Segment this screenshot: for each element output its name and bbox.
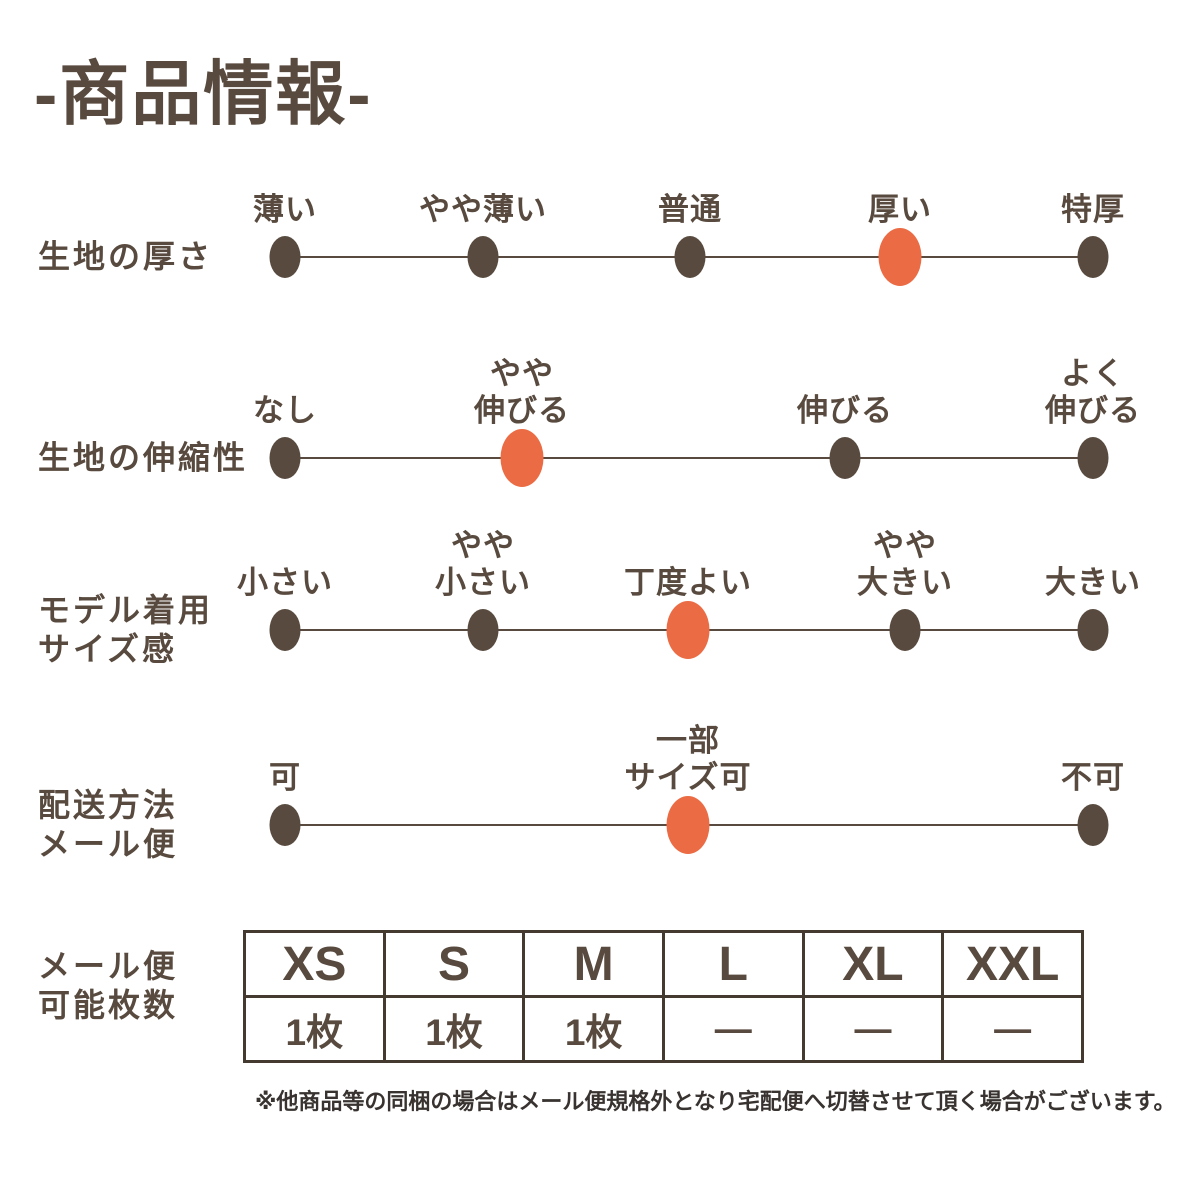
fabric-thickness-option-label-line: 薄い — [253, 192, 317, 227]
fabric-thickness-option-label-line: やや薄い — [419, 192, 547, 227]
fabric-stretch-dot-0 — [269, 437, 301, 479]
fabric-stretch-option-label-line: 伸びる — [1045, 393, 1141, 428]
delivery-mail-row-label: 配送方法 メール便 — [38, 786, 178, 864]
fabric-stretch-row-label-line: 生地の伸縮性 — [38, 439, 249, 476]
size-table-value-row: 1枚 1枚 1枚 — — — — [243, 995, 1084, 1063]
delivery-mail-option-label-1: 一部 サイズ可 — [624, 722, 751, 796]
fabric-thickness-row-label-line: 生地の厚さ — [38, 238, 214, 275]
delivery-mail-option-label-2: 不可 — [1061, 759, 1125, 796]
model-size-feel-option-label-0: 小さい — [237, 564, 333, 601]
fabric-thickness-option-label-line: 普通 — [658, 192, 722, 227]
fabric-thickness-dot-2 — [674, 236, 706, 278]
fabric-stretch-option-label-line: 伸びる — [474, 393, 570, 428]
model-size-feel-row-label: モデル着用 サイズ感 — [38, 591, 213, 669]
fabric-stretch-dot-2 — [829, 437, 861, 479]
delivery-mail-row-label-line: メール便 — [38, 826, 179, 862]
size-header-S: S — [382, 930, 526, 998]
model-size-feel-option-label-line: 丁度よい — [624, 565, 752, 600]
fabric-thickness-dot-3-selected — [878, 228, 922, 286]
model-size-feel-option-label-3: やや 大きい — [857, 527, 953, 601]
fabric-stretch-option-label-line: やや — [490, 356, 554, 391]
size-header-L: L — [661, 930, 805, 998]
fabric-thickness-option-label-1: やや薄い — [419, 191, 547, 228]
size-value-M: 1枚 — [522, 995, 665, 1063]
fabric-stretch-option-label-2: 伸びる — [797, 392, 893, 429]
model-size-feel-option-label-line: やや — [451, 528, 515, 563]
fabric-stretch-option-label-1: やや 伸びる — [474, 355, 570, 429]
size-value-L: — — [661, 995, 805, 1063]
model-size-feel-option-label-1: やや 小さい — [435, 527, 531, 601]
fabric-stretch-option-label-0: なし — [253, 392, 317, 429]
size-table-header-row: XS S M L XL XXL — [243, 930, 1084, 998]
fabric-thickness-row-label: 生地の厚さ — [38, 238, 213, 277]
size-header-M: M — [522, 930, 665, 998]
delivery-mail-option-label-line: サイズ可 — [624, 760, 752, 795]
fabric-thickness-option-label-4: 特厚 — [1061, 191, 1125, 228]
fabric-stretch-option-label-3: よく 伸びる — [1045, 355, 1141, 429]
model-size-feel-dot-2-selected — [666, 601, 710, 659]
delivery-mail-option-label-line: 可 — [269, 760, 301, 795]
fabric-thickness-dot-0 — [269, 236, 301, 278]
fabric-stretch-row-label: 生地の伸縮性 — [38, 439, 248, 478]
size-header-XXL: XXL — [941, 930, 1084, 998]
model-size-feel-dot-0 — [269, 609, 301, 651]
delivery-mail-dot-1-selected — [666, 796, 710, 854]
delivery-mail-option-label-line: 一部 — [655, 723, 720, 758]
model-size-feel-option-label-line: やや — [873, 528, 937, 563]
delivery-mail-dot-2 — [1077, 804, 1109, 846]
mail-capacity-table: XS S M L XL XXL 1枚 1枚 1枚 — — — — [243, 930, 1084, 1063]
mail-capacity-label-line1: メール便 — [38, 948, 179, 984]
fabric-thickness-option-label-line: 特厚 — [1061, 192, 1125, 227]
size-header-XS: XS — [243, 930, 386, 998]
fabric-thickness-dot-1 — [467, 236, 499, 278]
size-value-XL: — — [801, 995, 945, 1063]
model-size-feel-row-label-line: モデル着用 — [38, 592, 214, 628]
delivery-mail-row-label-line: 配送方法 — [38, 787, 179, 823]
fabric-thickness-option-label-0: 薄い — [253, 191, 317, 228]
model-size-feel-row-label-line: サイズ感 — [38, 631, 178, 667]
model-size-feel-option-label-line: 大きい — [857, 565, 953, 600]
size-value-S: 1枚 — [382, 995, 526, 1063]
fabric-stretch-dot-1-selected — [500, 429, 544, 487]
fabric-stretch-scale-line — [285, 457, 1093, 459]
fabric-stretch-option-label-line: 伸びる — [797, 393, 893, 428]
delivery-mail-dot-0 — [269, 804, 301, 846]
size-value-XS: 1枚 — [243, 995, 386, 1063]
model-size-feel-option-label-line: 大きい — [1045, 565, 1141, 600]
fabric-thickness-option-label-2: 普通 — [658, 191, 722, 228]
page-title: -商品情報- — [34, 55, 373, 133]
model-size-feel-dot-3 — [889, 609, 921, 651]
model-size-feel-option-label-2: 丁度よい — [624, 564, 752, 601]
size-value-XXL: — — [941, 995, 1084, 1063]
fabric-thickness-option-label-line: 厚い — [868, 192, 932, 227]
model-size-feel-option-label-line: 小さい — [237, 565, 333, 600]
fabric-thickness-option-label-3: 厚い — [868, 191, 932, 228]
delivery-mail-option-label-0: 可 — [269, 759, 301, 796]
size-header-XL: XL — [801, 930, 945, 998]
model-size-feel-dot-1 — [467, 609, 499, 651]
model-size-feel-dot-4 — [1077, 609, 1109, 651]
fabric-stretch-option-label-line: よく — [1061, 356, 1125, 391]
fabric-thickness-dot-4 — [1077, 236, 1109, 278]
mail-capacity-label: メール便 可能枚数 — [38, 947, 178, 1025]
fabric-stretch-option-label-line: なし — [253, 393, 317, 428]
model-size-feel-option-label-line: 小さい — [435, 565, 531, 600]
model-size-feel-option-label-4: 大きい — [1045, 564, 1141, 601]
delivery-mail-option-label-line: 不可 — [1061, 760, 1125, 795]
fabric-stretch-dot-3 — [1077, 437, 1109, 479]
mail-capacity-label-line2: 可能枚数 — [38, 987, 179, 1023]
footnote: ※他商品等の同梱の場合はメール便規格外となり宅配便へ切替させて頂く場合がございま… — [255, 1089, 1176, 1114]
